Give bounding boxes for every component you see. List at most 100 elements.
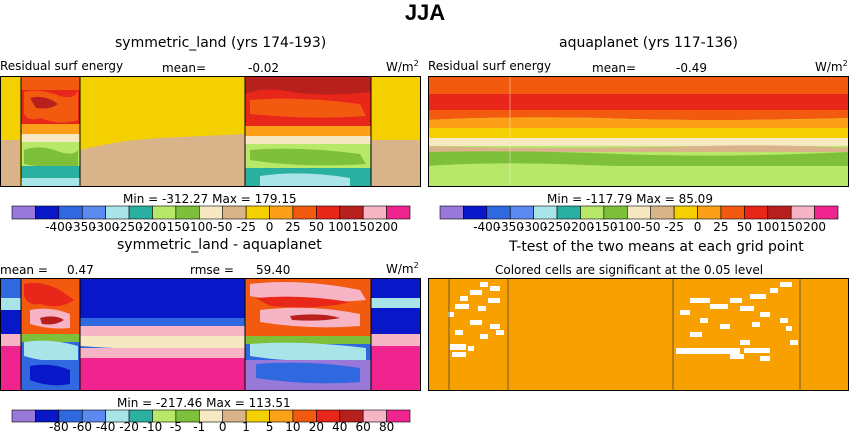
cb3-tick-label: 80 xyxy=(379,420,394,432)
cb2-tick-label: 50 xyxy=(737,220,752,234)
panel2-mean-value: -0.49 xyxy=(676,61,708,75)
panel2-mean-label: mean= xyxy=(592,61,637,75)
panel1-minmax: Min = -312.27 Max = 179.15 xyxy=(123,192,297,206)
cb2-tick-label: -25 xyxy=(664,220,684,234)
panel2-units: W/m2 xyxy=(815,59,848,74)
cb1-tick-label: -400 xyxy=(45,220,72,234)
panel4-map xyxy=(428,278,849,391)
cb3-swatch xyxy=(386,409,411,423)
figure-title: JJA xyxy=(404,0,446,25)
cb1-swatch xyxy=(11,205,36,220)
cb3-tick-label: 20 xyxy=(309,420,324,432)
cb1-swatch xyxy=(292,205,317,220)
cb2-swatch xyxy=(556,205,581,220)
panel4-subtitle: Colored cells are significant at the 0.0… xyxy=(495,263,764,277)
panel3-mean-label: mean = xyxy=(0,263,48,277)
panel2-title: aquaplanet (yrs 117-136) xyxy=(559,35,738,51)
panel3-title: symmetric_land - aquaplanet xyxy=(117,237,322,253)
cb1-swatch xyxy=(35,205,60,220)
cb3-tick-label: -80 xyxy=(49,420,69,432)
cb2-tick-label: 25 xyxy=(713,220,728,234)
colorbar-3: -80 -60 -40 -20 -10 -5 -1 0 1 5 10 20 40 60 80 xyxy=(11,409,411,432)
panel3-minmax: Min = -217.46 Max = 113.51 xyxy=(117,396,291,410)
cb1-tick-label: -50 xyxy=(213,220,233,234)
cb3-tick-label: 60 xyxy=(356,420,371,432)
cb2-tick-label: 0 xyxy=(694,220,702,234)
cb1-tick-label: 200 xyxy=(375,220,398,234)
cb1-swatch xyxy=(58,205,83,220)
cb2-swatch xyxy=(626,205,652,220)
panel1-mean-label: mean= xyxy=(162,61,207,75)
cb1-swatch xyxy=(245,205,270,220)
panel4-title: T-test of the two means at each grid poi… xyxy=(509,239,804,255)
cb1-tick-label: -300 xyxy=(92,220,119,234)
cb1-tick-label: -200 xyxy=(139,220,166,234)
cb1-tick-label: -250 xyxy=(115,220,142,234)
cb1-tick-label: -100 xyxy=(186,220,213,234)
cb2-tick-label: -50 xyxy=(641,220,661,234)
cb2-swatch xyxy=(650,205,675,220)
cb3-tick-label: 5 xyxy=(266,420,274,432)
cb3-tick-label: 10 xyxy=(285,420,300,432)
panel3-units: W/m2 xyxy=(386,261,419,276)
cb2-swatch xyxy=(533,205,558,220)
cb2-swatch xyxy=(744,205,769,220)
panel1-map xyxy=(0,76,421,187)
cb3-swatch xyxy=(11,409,36,423)
cb2-swatch xyxy=(814,205,839,220)
cb1-tick-label: -150 xyxy=(162,220,189,234)
panel3-mean-value: 0.47 xyxy=(67,263,94,277)
cb2-swatch xyxy=(486,205,511,220)
cb1-swatch xyxy=(339,205,364,220)
cb2-swatch xyxy=(603,205,628,220)
panel2-map xyxy=(428,76,849,187)
panel2-minmax: Min = -117.79 Max = 85.09 xyxy=(547,192,713,206)
cb1-swatch xyxy=(152,205,177,220)
panel1-field-label: Residual surf energy xyxy=(0,59,124,73)
colorbar-1: -400-350-300-250-200-150-100 -50 -25 0 25 50 1… xyxy=(11,205,411,234)
cb1-swatch xyxy=(222,205,247,220)
cb1-tick-label: -25 xyxy=(236,220,256,234)
panel1-units: W/m2 xyxy=(386,59,419,74)
cb2-tick-label: -400 xyxy=(473,220,500,234)
panel3-map xyxy=(0,278,421,391)
cb1-swatch xyxy=(105,205,130,220)
cb1-tick-label: -350 xyxy=(69,220,96,234)
cb2-swatch xyxy=(463,205,488,220)
cb3-tick-label: -5 xyxy=(170,420,182,432)
cb3-tick-label: -1 xyxy=(193,420,205,432)
cb3-tick-label: 0 xyxy=(219,420,227,432)
cb3-tick-label: -20 xyxy=(119,420,139,432)
cb3-tick-label: -60 xyxy=(72,420,92,432)
cb3-tick-label: -10 xyxy=(143,420,163,432)
cb1-swatch xyxy=(316,205,341,220)
panel3-rmse-label: rmse = xyxy=(190,263,234,277)
cb2-swatch xyxy=(767,205,792,220)
cb1-swatch xyxy=(198,205,224,220)
cb1-swatch xyxy=(81,205,106,220)
cb2-swatch xyxy=(580,205,605,220)
panel3-rmse-value: 59.40 xyxy=(256,263,291,277)
cb1-swatch xyxy=(128,205,153,220)
cb2-swatch xyxy=(673,205,698,220)
cb2-tick-label: -150 xyxy=(590,220,617,234)
cb2-tick-label: 150 xyxy=(780,220,803,234)
cb1-swatch xyxy=(386,205,411,220)
cb1-tick-label: 100 xyxy=(328,220,351,234)
cb2-tick-label: -200 xyxy=(567,220,594,234)
cb1-swatch xyxy=(175,205,200,220)
cb2-swatch xyxy=(720,205,745,220)
cb1-tick-label: 50 xyxy=(309,220,324,234)
cb2-tick-label: 200 xyxy=(803,220,826,234)
cb2-swatch xyxy=(790,205,815,220)
cb2-tick-label: -250 xyxy=(543,220,570,234)
cb3-tick-label: 40 xyxy=(332,420,347,432)
cb1-tick-label: 25 xyxy=(285,220,300,234)
cb1-tick-label: 0 xyxy=(266,220,274,234)
cb2-tick-label: 100 xyxy=(756,220,779,234)
panel1-mean-value: -0.02 xyxy=(248,61,280,75)
cb2-tick-label: -100 xyxy=(614,220,641,234)
panel2-field-label: Residual surf energy xyxy=(428,59,552,73)
cb1-swatch xyxy=(362,205,387,220)
